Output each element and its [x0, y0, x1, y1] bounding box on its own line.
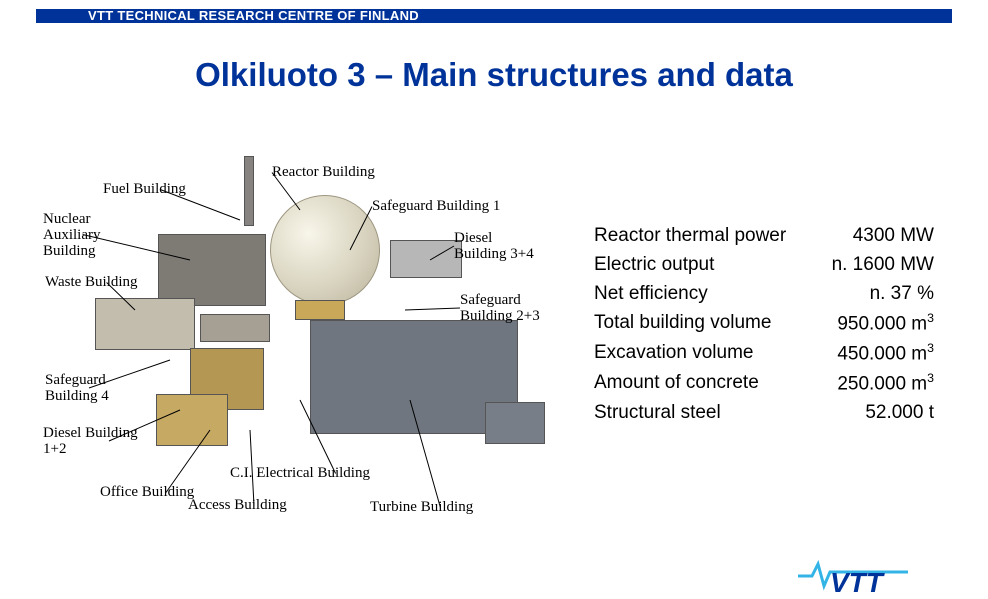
spec-row: Amount of concrete 250.000 m3	[594, 369, 934, 399]
callout-diesel-building-12: Diesel Building1+2	[43, 426, 138, 458]
callout-reactor-building: Reactor Building	[272, 165, 375, 181]
callout-waste-building: Waste Building	[45, 275, 138, 291]
diagram-shape-1	[295, 300, 345, 320]
spec-row: Electric output n. 1600 MW	[594, 251, 934, 280]
callout-ci-electrical-building: C.I. Electrical Building	[230, 466, 370, 482]
diagram-shape-10	[485, 402, 545, 444]
vtt-logo: VTT	[798, 558, 908, 594]
spec-value: n. 37 %	[870, 280, 934, 309]
callout-access-building: Access Building	[188, 498, 287, 514]
diagram-shape-dome	[270, 195, 380, 305]
spec-value: n. 1600 MW	[832, 251, 934, 280]
spec-label: Reactor thermal power	[594, 222, 786, 251]
spec-label: Excavation volume	[594, 339, 753, 369]
spec-label: Structural steel	[594, 399, 721, 428]
diagram-shape-5	[156, 394, 228, 446]
spec-label: Electric output	[594, 251, 714, 280]
callout-safeguard-building-23: SafeguardBuilding 2+3	[460, 293, 540, 325]
org-header-bar: VTT TECHNICAL RESEARCH CENTRE OF FINLAND	[36, 9, 952, 23]
spec-label: Net efficiency	[594, 280, 708, 309]
callout-safeguard-building-4: SafeguardBuilding 4	[45, 373, 109, 405]
diagram-shape-8	[244, 156, 254, 226]
spec-value: 52.000 t	[865, 399, 934, 428]
specifications-table: Reactor thermal power4300 MWElectric out…	[594, 222, 934, 428]
diagram-shape-9	[200, 314, 270, 342]
callout-nuclear-aux-building: NuclearAuxiliaryBuilding	[43, 212, 101, 259]
callout-office-building: Office Building	[100, 485, 194, 501]
callout-turbine-building: Turbine Building	[370, 500, 473, 516]
spec-value: 250.000 m3	[837, 369, 934, 399]
spec-value: 950.000 m3	[837, 309, 934, 339]
spec-value: 4300 MW	[853, 222, 934, 251]
callout-diesel-building-34: DieselBuilding 3+4	[454, 231, 534, 263]
spec-value: 450.000 m3	[837, 339, 934, 369]
callout-safeguard-building-1: Safeguard Building 1	[372, 199, 500, 215]
diagram-shape-3	[95, 298, 195, 350]
spec-row: Total building volume 950.000 m3	[594, 309, 934, 339]
spec-label: Total building volume	[594, 309, 771, 339]
logo-text: VTT	[830, 567, 886, 594]
spec-label: Amount of concrete	[594, 369, 759, 399]
spec-row: Structural steel 52.000 t	[594, 399, 934, 428]
diagram-shape-7	[390, 240, 462, 278]
spec-row: Net efficiency n. 37 %	[594, 280, 934, 309]
spec-row: Reactor thermal power 4300 MW	[594, 222, 934, 251]
plant-diagram: Fuel Building Reactor Building NuclearAuxi…	[40, 150, 570, 520]
callout-fuel-building: Fuel Building	[103, 182, 186, 198]
slide-title: Olkiluoto 3 – Main structures and data	[0, 56, 988, 94]
leader-safeguard-building-23	[405, 308, 460, 310]
diagram-shape-2	[158, 234, 266, 306]
spec-row: Excavation volume 450.000 m3	[594, 339, 934, 369]
